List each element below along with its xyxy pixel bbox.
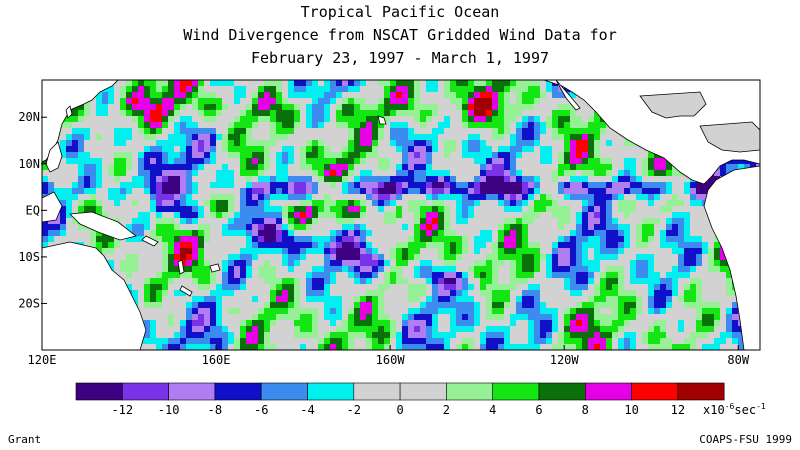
colorbar-label: -12 bbox=[111, 403, 133, 417]
colorbar-label: 0 bbox=[396, 403, 403, 417]
lon-label: 160E bbox=[202, 353, 231, 367]
colorbar-label: 8 bbox=[582, 403, 589, 417]
land-new-caledonia bbox=[179, 285, 193, 297]
colorbar-swatch bbox=[214, 382, 262, 401]
colorbar-swatch bbox=[446, 382, 493, 401]
colorbar-label: 6 bbox=[535, 403, 542, 417]
colorbar-label: 2 bbox=[443, 403, 450, 417]
colorbar-swatch bbox=[492, 382, 540, 401]
lon-label: 80W bbox=[727, 353, 749, 367]
title-line-2: Wind Divergence from NSCAT Gridded Wind … bbox=[183, 26, 617, 44]
lat-label: 20N bbox=[18, 110, 40, 124]
land-vanuatu bbox=[177, 259, 185, 275]
land-new-guinea bbox=[69, 211, 137, 241]
colorbar-label: -2 bbox=[347, 403, 361, 417]
land-south-america bbox=[703, 165, 760, 350]
credit-author: Grant bbox=[8, 433, 42, 446]
colorbar-swatch bbox=[631, 382, 679, 401]
colorbar-swatch bbox=[399, 382, 447, 401]
land-solomons bbox=[141, 235, 159, 247]
gulf-of-mexico bbox=[639, 91, 707, 119]
land-borneo bbox=[42, 191, 63, 223]
colorbar-label: 4 bbox=[489, 403, 496, 417]
latitude-labels: 20N 10N EQ 10S 20S bbox=[18, 110, 47, 310]
colorbar-swatch bbox=[122, 382, 169, 401]
colorbar-units: x10-6sec-1 bbox=[703, 402, 766, 417]
colorbar-swatch bbox=[75, 382, 123, 401]
title-line-3: February 23, 1997 - March 1, 1997 bbox=[250, 49, 549, 67]
colorbar-swatch bbox=[260, 382, 308, 401]
credit-institution: COAPS-FSU 1999 bbox=[699, 433, 792, 446]
longitude-labels: 120E 160E 160W 120W 80W bbox=[28, 345, 750, 367]
colorbar-label: 10 bbox=[624, 403, 638, 417]
colorbar-label: -4 bbox=[300, 403, 314, 417]
lon-label: 120E bbox=[28, 353, 57, 367]
lat-label: EQ bbox=[26, 203, 40, 217]
colorbar-swatch bbox=[353, 382, 401, 401]
colorbar: -12 -10 -8 -6 -4 -2 0 2 4 6 8 10 12 x10-6sec-1 bbox=[75, 382, 766, 417]
colorbar-label: -8 bbox=[208, 403, 222, 417]
map-frame bbox=[41, 79, 761, 351]
colorbar-swatch bbox=[584, 382, 632, 401]
lat-label: 10N bbox=[18, 157, 40, 171]
colorbar-swatch bbox=[677, 382, 725, 401]
land-north-america bbox=[543, 80, 760, 185]
land-hawaii bbox=[377, 115, 387, 125]
land-australia bbox=[42, 241, 147, 350]
colorbar-label: -10 bbox=[158, 403, 180, 417]
colorbar-label: 12 bbox=[671, 403, 685, 417]
caribbean-sea bbox=[699, 121, 760, 153]
lon-label: 160W bbox=[376, 353, 406, 367]
colorbar-swatch bbox=[538, 382, 586, 401]
land-masses bbox=[42, 80, 760, 350]
lat-label: 10S bbox=[18, 250, 40, 264]
land-fiji bbox=[209, 263, 221, 273]
colorbar-swatch bbox=[307, 382, 355, 401]
land-baja bbox=[555, 80, 581, 111]
lat-label: 20S bbox=[18, 296, 40, 310]
colorbar-label: -6 bbox=[254, 403, 268, 417]
colorbar-swatch bbox=[168, 382, 216, 401]
title-line-1: Tropical Pacific Ocean bbox=[300, 3, 500, 21]
land-taiwan bbox=[65, 105, 73, 119]
lon-label: 120W bbox=[550, 353, 580, 367]
